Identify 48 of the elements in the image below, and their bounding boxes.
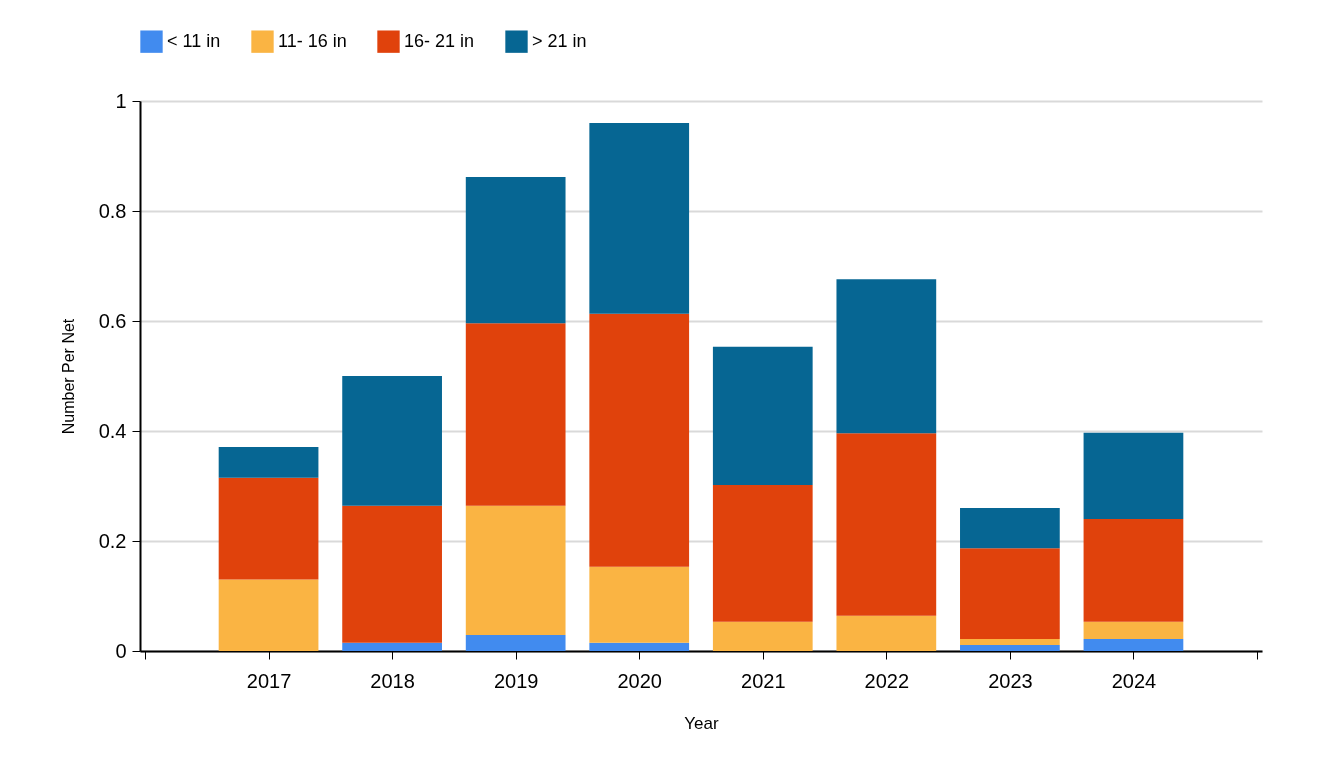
y-tick-label: 0.4 bbox=[98, 419, 127, 442]
bar bbox=[836, 279, 937, 434]
y-axis-title: Number Per Net bbox=[59, 318, 77, 435]
bar bbox=[342, 505, 442, 643]
bar bbox=[960, 548, 1060, 639]
y-tick-label: 1 bbox=[115, 89, 127, 112]
x-tick-label: 2017 bbox=[246, 669, 292, 692]
bar bbox=[589, 566, 690, 643]
y-tick-label: 0 bbox=[115, 639, 127, 662]
bar bbox=[712, 621, 813, 651]
bar bbox=[836, 615, 937, 651]
y-tick-label: 0.6 bbox=[98, 309, 127, 332]
bar bbox=[1083, 638, 1184, 651]
bar bbox=[712, 346, 813, 485]
bar bbox=[960, 638, 1060, 645]
bar bbox=[589, 313, 690, 567]
bar bbox=[465, 635, 566, 651]
x-tick-label: 2020 bbox=[617, 669, 662, 692]
x-tick-label: 2023 bbox=[988, 669, 1033, 692]
bar bbox=[218, 579, 319, 651]
y-tick-label: 0.2 bbox=[98, 529, 127, 552]
x-tick-label: 2019 bbox=[493, 669, 539, 692]
bar bbox=[342, 376, 442, 506]
bar bbox=[1083, 621, 1184, 639]
x-tick-label: 2024 bbox=[1111, 669, 1157, 692]
y-tick-label: 0.8 bbox=[98, 199, 127, 222]
x-tick-label: 2022 bbox=[864, 669, 910, 692]
bar bbox=[1083, 519, 1184, 622]
x-axis-title: Year bbox=[684, 713, 720, 733]
bar bbox=[1083, 432, 1184, 519]
bar bbox=[465, 323, 566, 506]
bar bbox=[960, 644, 1060, 651]
x-tick-label: 2018 bbox=[370, 669, 415, 692]
bar bbox=[960, 508, 1060, 549]
bar bbox=[218, 477, 319, 580]
legend-label: < 11 in bbox=[167, 30, 221, 51]
bar bbox=[589, 642, 690, 651]
legend-label: 16- 21 in bbox=[404, 30, 475, 51]
legend-label: 11- 16 in bbox=[278, 30, 347, 51]
bar bbox=[342, 642, 442, 651]
bar bbox=[465, 505, 566, 636]
bar bbox=[218, 446, 319, 478]
x-tick-label: 2021 bbox=[741, 669, 786, 692]
bar bbox=[465, 176, 566, 324]
bar bbox=[836, 433, 937, 616]
bar bbox=[712, 484, 813, 622]
legend-label: > 21 in bbox=[532, 30, 587, 51]
bar bbox=[589, 123, 690, 314]
